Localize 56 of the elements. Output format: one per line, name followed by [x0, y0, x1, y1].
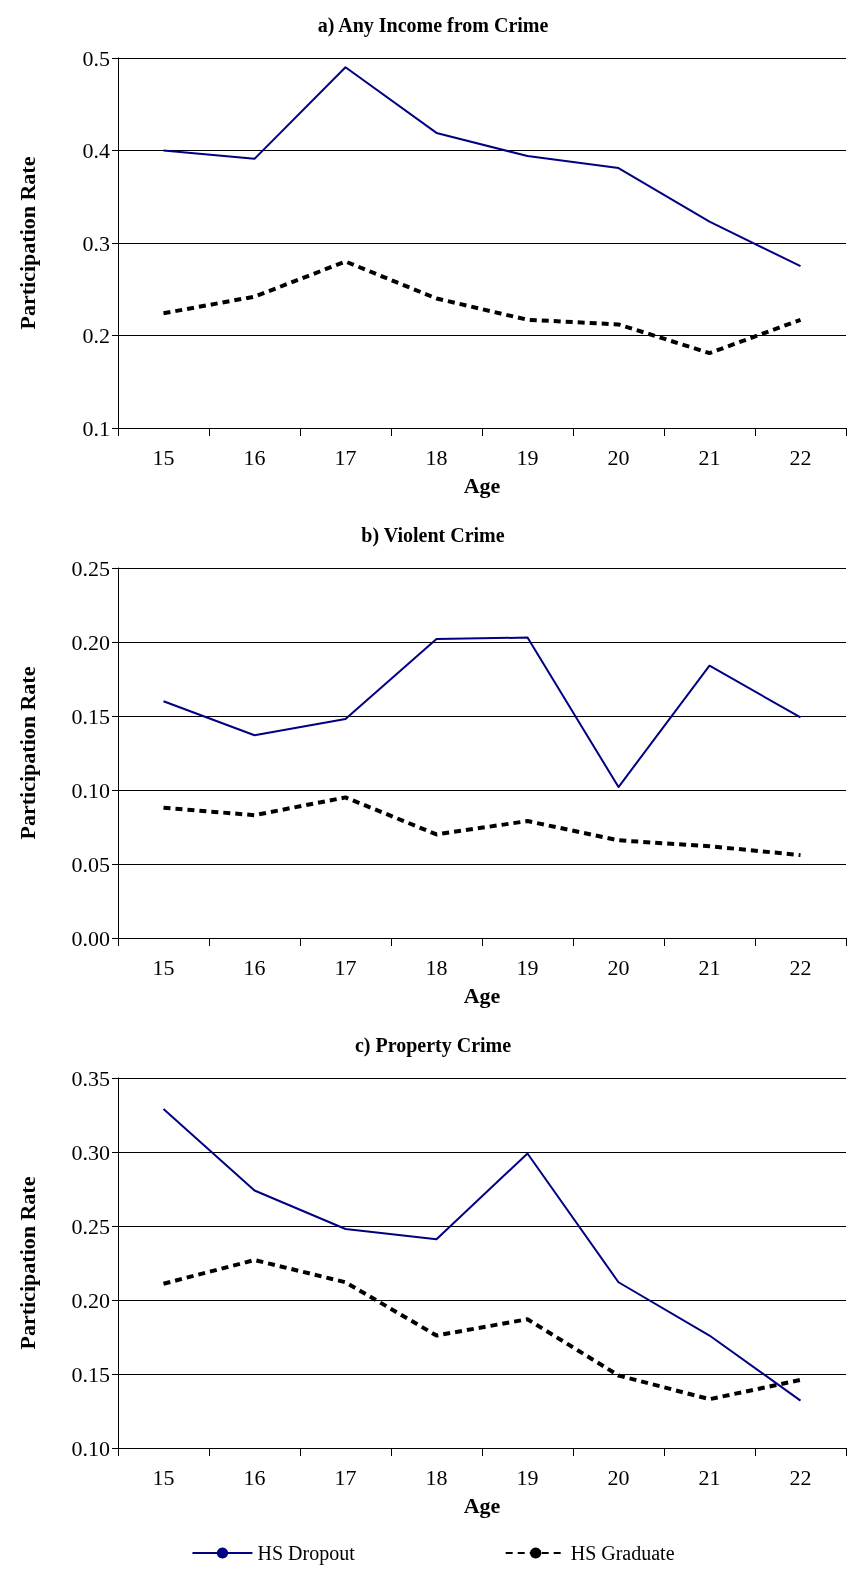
line-series — [162, 636, 802, 789]
x-tick-label: 19 — [516, 444, 539, 470]
y-tick-label: 0.15 — [71, 703, 110, 729]
y-axis-title: Participation Rate — [14, 1176, 40, 1350]
legend-label: HS Dropout — [257, 1542, 356, 1565]
x-tick-label: 19 — [516, 1464, 539, 1490]
y-tick-label: 0.20 — [71, 1287, 110, 1313]
y-tick-label: 0.05 — [71, 851, 110, 877]
chart-title: b) Violent Crime — [361, 524, 505, 547]
chart-title: c) Property Crime — [354, 1034, 512, 1057]
x-tick-label: 22 — [789, 444, 812, 470]
y-tick-label: 0.35 — [71, 1065, 110, 1091]
x-tick-label: 15 — [152, 954, 175, 980]
y-tick-label: 0.3 — [82, 230, 110, 256]
x-tick-label: 17 — [334, 954, 357, 980]
y-tick-label: 0.2 — [82, 323, 110, 348]
x-tick-label: 21 — [698, 444, 721, 470]
line-series — [162, 1108, 802, 1402]
y-tick-label: 0.5 — [82, 45, 110, 71]
x-tick-label: 16 — [243, 954, 266, 980]
x-tick-label: 22 — [789, 954, 812, 980]
x-tick-label: 17 — [334, 1464, 357, 1490]
x-tick-label: 15 — [152, 1464, 175, 1490]
x-tick-label: 17 — [334, 444, 357, 470]
x-tick-label: 16 — [243, 444, 266, 470]
y-tick-label: 0.25 — [71, 555, 110, 581]
y-tick-label: 0.4 — [82, 138, 110, 163]
y-tick-label: 0.20 — [71, 629, 110, 655]
y-tick-label: 0.10 — [71, 777, 110, 803]
x-axis-title: Age — [463, 982, 501, 1008]
y-tick-label: 0.00 — [71, 925, 110, 951]
x-axis-title: Age — [463, 1492, 501, 1518]
x-tick-label: 18 — [425, 1464, 448, 1490]
chart-title: a) Any Income from Crime — [317, 14, 549, 37]
y-axis-title: Participation Rate — [14, 156, 40, 330]
legend-label: HS Graduate — [570, 1542, 675, 1564]
y-tick-label: 0.10 — [71, 1435, 110, 1461]
x-tick-label: 15 — [152, 444, 175, 470]
x-tick-label: 22 — [789, 1464, 812, 1490]
y-tick-label: 0.15 — [71, 1361, 110, 1387]
x-tick-label: 21 — [698, 954, 721, 980]
y-tick-label: 0.1 — [82, 415, 110, 441]
x-tick-label: 21 — [698, 1464, 721, 1490]
y-tick-label: 0.30 — [71, 1139, 110, 1165]
x-tick-label: 19 — [516, 954, 539, 980]
x-tick-label: 16 — [243, 1464, 266, 1490]
line-series — [161, 795, 803, 858]
line-series — [162, 66, 802, 268]
y-axis-title: Participation Rate — [14, 666, 40, 840]
y-tick-label: 0.25 — [71, 1213, 110, 1239]
x-axis-title: Age — [463, 472, 501, 498]
x-tick-label: 18 — [425, 444, 448, 470]
x-tick-label: 20 — [607, 444, 630, 470]
x-tick-label: 18 — [425, 954, 448, 980]
x-tick-label: 20 — [607, 954, 630, 980]
x-tick-label: 20 — [607, 1464, 630, 1490]
